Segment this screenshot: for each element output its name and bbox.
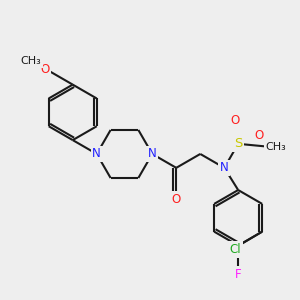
- Text: CH₃: CH₃: [20, 56, 41, 66]
- Text: N: N: [148, 148, 157, 160]
- Text: S: S: [234, 137, 242, 150]
- Text: N: N: [92, 148, 101, 160]
- Text: F: F: [235, 268, 242, 281]
- Text: Cl: Cl: [230, 243, 241, 256]
- Text: CH₃: CH₃: [266, 142, 286, 152]
- Text: O: O: [231, 113, 240, 127]
- Text: O: O: [40, 63, 50, 76]
- Text: O: O: [172, 193, 181, 206]
- Text: O: O: [254, 129, 264, 142]
- Text: N: N: [220, 161, 229, 174]
- Text: N: N: [92, 148, 101, 160]
